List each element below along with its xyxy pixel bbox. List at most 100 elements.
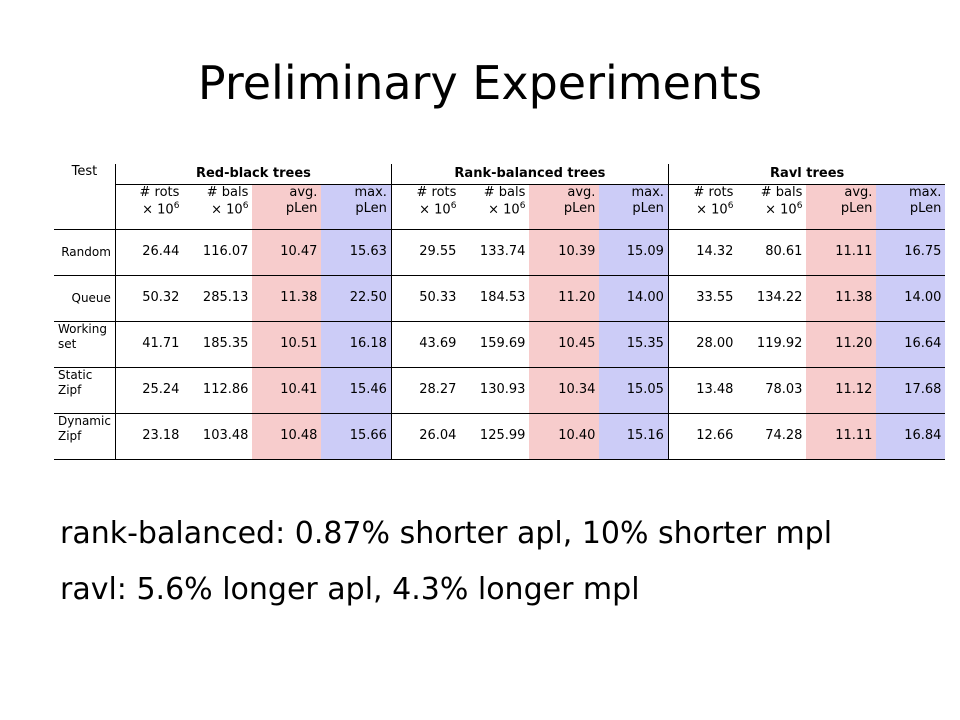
subheader-max-line2: pLen — [355, 201, 387, 217]
table-cell: 16.84 — [876, 413, 946, 460]
subheader-multiplier: × 106 — [765, 201, 803, 218]
table-cell: 16.64 — [876, 321, 946, 368]
table-cell: 184.53 — [460, 275, 530, 322]
table-cell: 14.00 — [599, 275, 669, 322]
table-cell: 125.99 — [460, 413, 530, 460]
subheader-bals-label: # bals — [206, 185, 249, 200]
subheader-max-line1: max. — [354, 185, 387, 200]
table-cell: 130.93 — [460, 367, 530, 414]
table-cell: 78.03 — [737, 367, 807, 414]
subheader-rots: # rots × 106 — [390, 184, 461, 230]
subheader-avg-line2: pLen — [840, 201, 873, 217]
subheader-rots: # rots × 106 — [114, 184, 184, 230]
subheader-rots-label: # rots — [693, 185, 734, 200]
subheader-multiplier: × 106 — [419, 201, 457, 218]
table-cell: 15.05 — [599, 367, 669, 414]
sub-header-row: # rots × 106 # bals × 106 avg. pLen max. pLen # … — [54, 184, 946, 230]
group-rank-balanced: Rank-balanced trees — [390, 164, 669, 185]
test-header: Test — [54, 164, 116, 230]
table-cell: 15.46 — [321, 367, 392, 414]
group-red-black: Red-black trees — [114, 164, 392, 185]
table-cell: 10.41 — [252, 367, 322, 414]
table-cell: 112.86 — [183, 367, 253, 414]
table-cell: 185.35 — [183, 321, 253, 368]
table-cell: 10.48 — [252, 413, 322, 460]
table-row: Queue 50.32 285.13 11.38 22.50 50.33 184.53 11.… — [54, 275, 946, 322]
subheader-bals-label: # bals — [483, 185, 526, 200]
subheader-avg-line2: pLen — [285, 201, 318, 217]
table-cell: 10.34 — [529, 367, 600, 414]
table-row: Dynamic Zipf 23.18 103.48 10.48 15.66 26.04 12… — [54, 413, 946, 460]
subheader-avg: avg. pLen — [529, 184, 600, 230]
table-cell: 33.55 — [667, 275, 738, 322]
table-cell: 10.39 — [529, 229, 600, 276]
table-cell: 11.38 — [806, 275, 877, 322]
subheader-rots-label: # rots — [416, 185, 457, 200]
bullet-rank-balanced: rank-balanced: 0.87% shorter apl, 10% sh… — [60, 516, 833, 551]
table-cell: 23.18 — [114, 413, 184, 460]
table-cell: 41.71 — [114, 321, 184, 368]
table-row: Static Zipf 25.24 112.86 10.41 15.46 28.27 130… — [54, 367, 946, 414]
subheader-bals-label: # bals — [760, 185, 803, 200]
subheader-max-line2: pLen — [909, 201, 942, 217]
subheader-bals: # bals × 106 — [183, 184, 253, 230]
subheader-bals: # bals × 106 — [737, 184, 807, 230]
subheader-avg-line1: avg. — [289, 185, 318, 200]
table-cell: 15.35 — [599, 321, 669, 368]
subheader-rots: # rots × 106 — [667, 184, 738, 230]
bullet-ravl: ravl: 5.6% longer apl, 4.3% longer mpl — [60, 572, 640, 607]
subheader-max-line1: max. — [631, 185, 664, 200]
table-cell: 22.50 — [321, 275, 392, 322]
table-cell: 74.28 — [737, 413, 807, 460]
table-cell: 16.18 — [321, 321, 392, 368]
table-cell: 133.74 — [460, 229, 530, 276]
subheader-max: max. pLen — [599, 184, 669, 230]
table-cell: 15.16 — [599, 413, 669, 460]
table-cell: 285.13 — [183, 275, 253, 322]
table-cell: 43.69 — [390, 321, 461, 368]
table-cell: 13.48 — [667, 367, 738, 414]
table-cell: 11.38 — [252, 275, 322, 322]
table-cell: 103.48 — [183, 413, 253, 460]
row-label: Random — [54, 229, 116, 276]
slide-title: Preliminary Experiments — [197, 56, 763, 110]
table-cell: 12.66 — [667, 413, 738, 460]
table-cell: 14.32 — [667, 229, 738, 276]
table-cell: 80.61 — [737, 229, 807, 276]
table-cell: 11.20 — [529, 275, 600, 322]
table-cell: 116.07 — [183, 229, 253, 276]
table-cell: 29.55 — [390, 229, 461, 276]
table-cell: 134.22 — [737, 275, 807, 322]
subheader-avg-line1: avg. — [844, 185, 873, 200]
table-cell: 11.20 — [806, 321, 877, 368]
subheader-avg-line2: pLen — [563, 201, 596, 217]
table-cell: 15.09 — [599, 229, 669, 276]
group-header-row: Test Red-black trees Rank-balanced trees… — [54, 164, 946, 230]
table-cell: 26.44 — [114, 229, 184, 276]
row-label: Dynamic Zipf — [54, 413, 116, 460]
subheader-rots-label: # rots — [139, 185, 180, 200]
table-row: Random 26.44 116.07 10.47 15.63 29.55 133.74 10… — [54, 229, 946, 276]
subheader-multiplier: × 106 — [696, 201, 734, 218]
subheader-avg-line1: avg. — [567, 185, 596, 200]
subheader-max-line2: pLen — [632, 201, 664, 217]
table-cell: 17.68 — [876, 367, 946, 414]
table-row: Working set 41.71 185.35 10.51 16.18 43.69 159… — [54, 321, 946, 368]
table-cell: 15.63 — [321, 229, 392, 276]
table-cell: 28.27 — [390, 367, 461, 414]
group-ravl: Ravl trees — [667, 164, 946, 185]
table-cell: 50.33 — [390, 275, 461, 322]
table-cell: 11.12 — [806, 367, 877, 414]
subheader-avg: avg. pLen — [252, 184, 322, 230]
table-cell: 26.04 — [390, 413, 461, 460]
table-cell: 16.75 — [876, 229, 946, 276]
table-cell: 25.24 — [114, 367, 184, 414]
table-cell: 11.11 — [806, 229, 877, 276]
table-cell: 15.66 — [321, 413, 392, 460]
subheader-bals: # bals × 106 — [460, 184, 530, 230]
subheader-multiplier: × 106 — [142, 201, 180, 218]
table-cell: 28.00 — [667, 321, 738, 368]
subheader-multiplier: × 106 — [211, 201, 249, 218]
table-cell: 14.00 — [876, 275, 946, 322]
table-cell: 50.32 — [114, 275, 184, 322]
